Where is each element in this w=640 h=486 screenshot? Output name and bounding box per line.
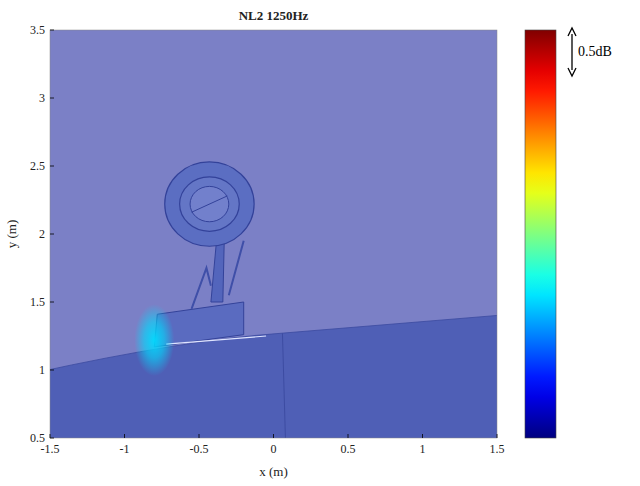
plot-frame — [50, 30, 497, 438]
x-tick-label: 0 — [271, 442, 277, 456]
y-tick — [50, 438, 54, 439]
x-tick-label: 1 — [420, 442, 426, 456]
y-tick-label: 2.5 — [30, 159, 45, 173]
x-axis-title: x (m) — [259, 464, 288, 479]
x-tick-label: -1 — [120, 442, 130, 456]
tire-hub — [180, 177, 240, 231]
x-tick — [124, 434, 125, 438]
x-tick — [422, 434, 423, 438]
chart: -1.5-1-0.500.511.50.511.522.533.5NL2 125… — [0, 0, 640, 486]
y-tick-label: 0.5 — [30, 431, 45, 445]
y-tick — [50, 166, 54, 167]
noise-source — [134, 304, 174, 376]
x-tick — [199, 434, 200, 438]
gear-links — [192, 241, 244, 309]
wheel — [190, 186, 229, 221]
y-tick-label: 2 — [39, 227, 45, 241]
plot-area — [50, 30, 497, 438]
range-arrow — [571, 34, 572, 70]
x-tick-label: 0.5 — [341, 442, 356, 456]
door-gap — [166, 336, 266, 344]
y-tick — [50, 234, 54, 235]
y-tick — [50, 98, 54, 99]
colorbar-label: 0.5dB — [578, 44, 612, 59]
fuselage-seam — [282, 333, 285, 438]
x-tick-label: 1.5 — [490, 442, 505, 456]
y-axis-title: y (m) — [4, 220, 19, 249]
y-tick-label: 1 — [39, 363, 45, 377]
y-tick-label: 3.5 — [30, 23, 45, 37]
range-arrow-head — [568, 28, 576, 36]
x-tick-label: -0.5 — [190, 442, 209, 456]
y-tick — [50, 370, 54, 371]
colorbar — [525, 30, 556, 438]
x-tick — [50, 434, 51, 438]
y-tick — [50, 302, 54, 303]
axle — [192, 196, 228, 212]
x-tick — [497, 434, 498, 438]
x-tick — [348, 434, 349, 438]
range-arrow-head — [568, 68, 576, 76]
y-tick-label: 1.5 — [30, 295, 45, 309]
y-tick-label: 3 — [39, 91, 45, 105]
y-tick — [50, 30, 54, 31]
fuselage — [50, 314, 497, 438]
title: NL2 1250Hz — [239, 8, 309, 23]
x-tick — [273, 434, 274, 438]
tire — [165, 162, 254, 246]
